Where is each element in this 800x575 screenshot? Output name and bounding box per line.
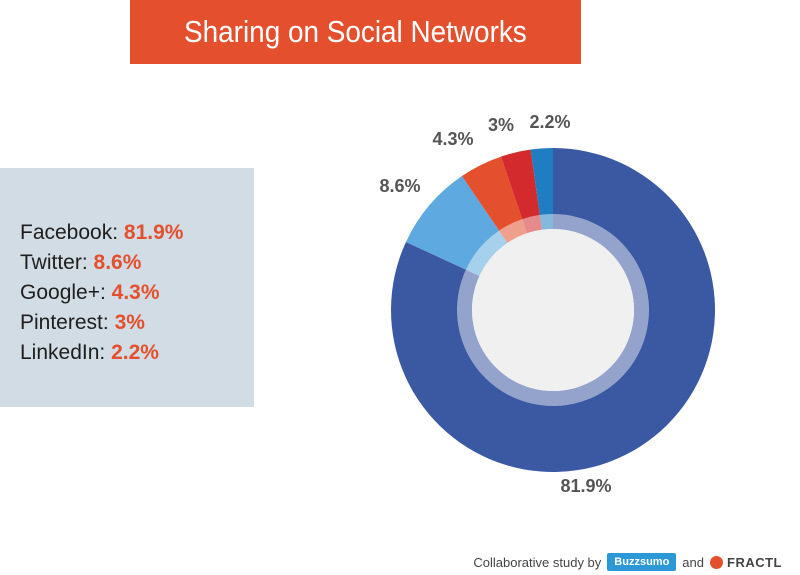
pie-inner-ring-google bbox=[498, 218, 528, 244]
data-label-pinterest: 3% bbox=[488, 115, 514, 135]
legend-item-pinterest: Pinterest: 3% bbox=[20, 308, 183, 338]
legend-label: LinkedIn: bbox=[20, 341, 106, 364]
pie-slice-linkedin bbox=[530, 148, 553, 215]
data-label-twitter: 8.6% bbox=[379, 176, 420, 196]
legend-item-facebook: Facebook: 81.9% bbox=[20, 218, 183, 248]
legend-item-linkedin: LinkedIn: 2.2% bbox=[20, 338, 183, 368]
pie-slice-google bbox=[461, 156, 523, 231]
buzzsumo-logo: Buzzsumo bbox=[607, 553, 677, 571]
legend-list: Facebook: 81.9% Twitter: 8.6% Google+: 4… bbox=[20, 218, 183, 368]
footer-study-text: Collaborative study by bbox=[473, 554, 602, 570]
pie-slice-facebook bbox=[390, 148, 715, 472]
pie-inner-ring-twitter bbox=[464, 229, 508, 276]
data-label-google: 4.3% bbox=[432, 129, 473, 149]
fractl-logo-icon bbox=[710, 555, 723, 569]
legend-label: Facebook: bbox=[20, 221, 119, 244]
fractl-logo: FRACTL bbox=[727, 554, 782, 570]
legend-value: 4.3% bbox=[111, 281, 160, 304]
pie-inner-ring-pinterest bbox=[521, 213, 542, 234]
title-banner: Sharing on Social Networks bbox=[130, 0, 581, 64]
legend-item-twitter: Twitter: 8.6% bbox=[20, 248, 183, 278]
legend-value: 8.6% bbox=[93, 251, 142, 274]
donut-hole bbox=[472, 229, 634, 391]
legend-label: Google+: bbox=[20, 281, 106, 304]
data-label-linkedin: 2.2% bbox=[529, 112, 570, 132]
legend-label: Twitter: bbox=[20, 251, 88, 274]
legend-box: Facebook: 81.9% Twitter: 8.6% Google+: 4… bbox=[0, 168, 254, 407]
legend-value: 3% bbox=[114, 311, 145, 334]
legend-item-googleplus: Google+: 4.3% bbox=[20, 278, 183, 308]
legend-label: Pinterest: bbox=[20, 311, 109, 334]
footer-credits: Collaborative study by Buzzsumo and FRAC… bbox=[473, 553, 782, 571]
footer-and-text: and bbox=[682, 554, 704, 570]
chart-title: Sharing on Social Networks bbox=[184, 14, 527, 49]
pie-slice-pinterest bbox=[501, 149, 540, 220]
legend-value: 81.9% bbox=[123, 221, 184, 244]
data-label-facebook: 81.9% bbox=[560, 476, 611, 496]
pie-inner-ring-linkedin bbox=[539, 213, 553, 230]
legend-value: 2.2% bbox=[111, 341, 159, 364]
pie-slice-twitter bbox=[405, 176, 500, 270]
